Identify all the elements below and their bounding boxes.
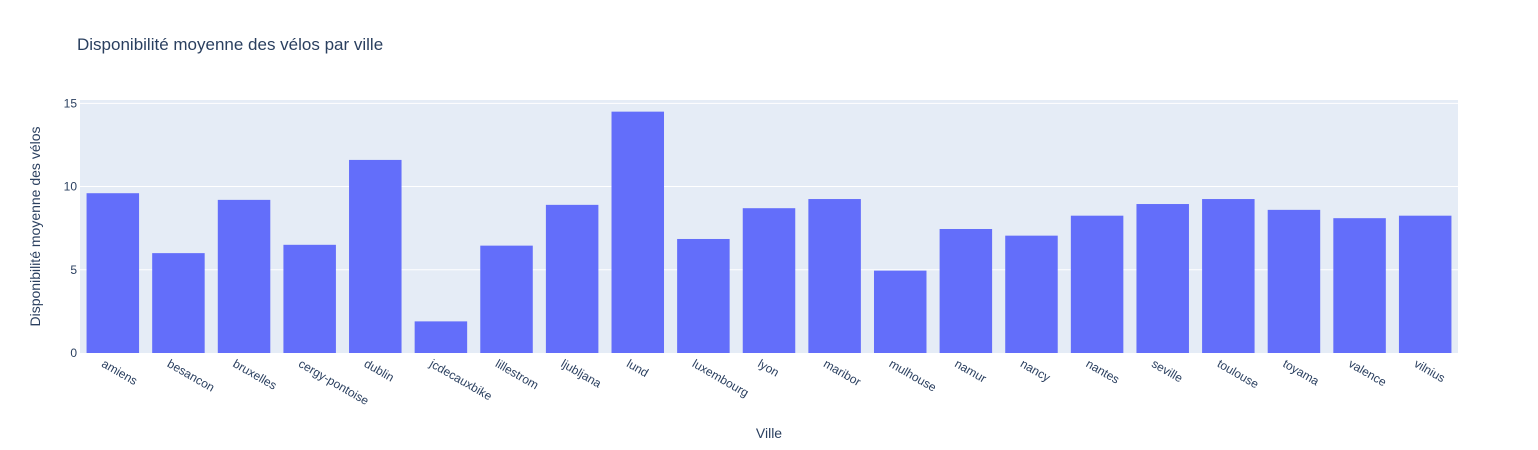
bar-toyama[interactable]: [1267, 209, 1321, 353]
bar-bruxelles[interactable]: [217, 199, 271, 353]
x-tick-label-vilnius: vilnius: [1412, 356, 1448, 385]
y-tick-label-2: 10: [64, 180, 78, 194]
bar-cergy-pontoise[interactable]: [283, 244, 336, 353]
chart-title: Disponibilité moyenne des vélos par vill…: [77, 35, 383, 54]
x-tick-label-seville: seville: [1149, 356, 1185, 385]
x-tick-label-maribor: maribor: [821, 356, 863, 388]
y-tick-label-3: 15: [64, 96, 78, 110]
x-tick-label-bruxelles: bruxelles: [231, 356, 280, 392]
y-axis-title: Disponibilité moyenne des vélos: [27, 127, 43, 327]
x-tick-label-lillestrom: lillestrom: [493, 356, 541, 392]
y-tick-labels: 0 5 10 15: [64, 96, 78, 360]
x-tick-label-luxembourg: luxembourg: [690, 356, 751, 399]
bar-namur[interactable]: [939, 228, 993, 353]
x-tick-label-lyon: lyon: [756, 356, 782, 379]
x-tick-label-nancy: nancy: [1018, 356, 1053, 384]
bar-mulhouse[interactable]: [873, 270, 927, 353]
x-axis-title: Ville: [756, 425, 782, 441]
bar-seville[interactable]: [1136, 204, 1189, 353]
x-tick-label-dublin: dublin: [362, 356, 397, 384]
bar-nancy[interactable]: [1005, 235, 1058, 353]
bar-vilnius[interactable]: [1398, 215, 1452, 353]
x-tick-label-toyama: toyama: [1280, 356, 1321, 388]
bar-jcdecauxbike[interactable]: [414, 321, 468, 353]
x-tick-label-cergy-pontoise: cergy-pontoise: [296, 356, 371, 408]
bar-nantes[interactable]: [1070, 215, 1124, 353]
bar-dublin[interactable]: [349, 159, 402, 353]
bars: [86, 111, 1452, 354]
bar-valence[interactable]: [1333, 218, 1386, 353]
x-tick-label-ljubljana: ljubljana: [559, 356, 604, 390]
bar-lyon[interactable]: [742, 208, 796, 353]
x-tick-label-valence: valence: [1346, 356, 1389, 389]
x-tick-label-mulhouse: mulhouse: [887, 356, 939, 394]
x-tick-label-namur: namur: [952, 356, 988, 385]
x-tick-labels: amiens besancon bruxelles cergy-pontoisedub…: [99, 356, 1447, 408]
x-tick-label-besancon: besancon: [165, 356, 217, 394]
bar-maribor[interactable]: [808, 199, 861, 353]
x-tick-label-jcdecauxbike: jcdecauxbike: [427, 356, 495, 403]
y-tick-label-0: 0: [70, 346, 77, 360]
y-tick-label-1: 5: [70, 263, 77, 277]
x-tick-label-lund: lund: [624, 356, 651, 379]
bar-luxembourg[interactable]: [677, 238, 730, 353]
bar-toulouse[interactable]: [1202, 199, 1255, 353]
bar-besancon[interactable]: [152, 253, 205, 353]
x-tick-label-toulouse: toulouse: [1215, 356, 1262, 391]
bar-amiens[interactable]: [86, 193, 140, 353]
bar-lillestrom[interactable]: [480, 245, 533, 353]
bar-lund[interactable]: [611, 111, 665, 354]
x-tick-label-amiens: amiens: [99, 356, 140, 387]
bar-ljubljana[interactable]: [545, 204, 599, 353]
x-tick-label-nantes: nantes: [1084, 356, 1122, 386]
